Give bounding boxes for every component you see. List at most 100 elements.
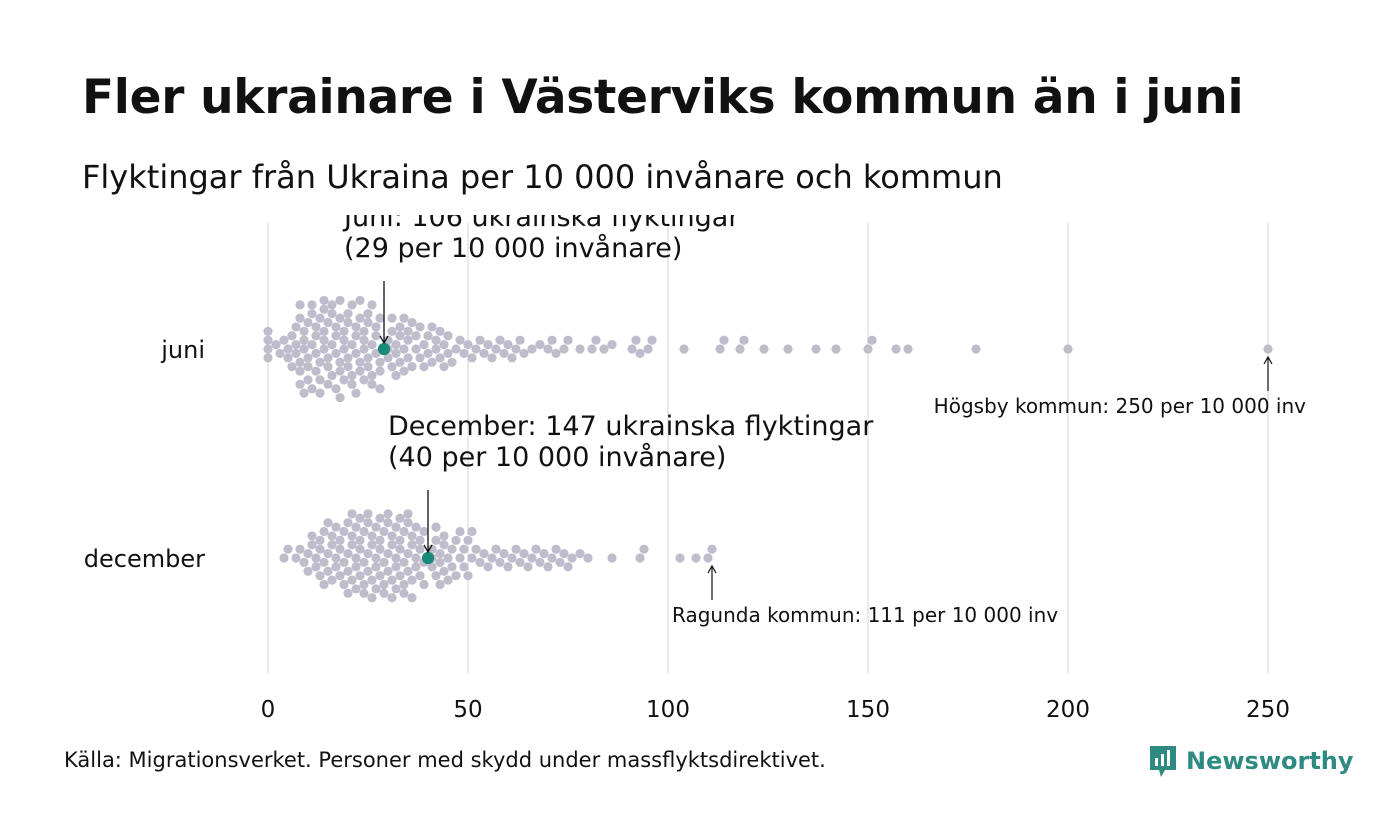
data-point <box>323 353 333 363</box>
data-point <box>387 540 397 550</box>
data-point <box>355 313 365 323</box>
data-point <box>323 317 333 328</box>
data-point <box>343 566 353 576</box>
data-point <box>331 562 341 572</box>
data-point <box>439 540 449 550</box>
data-point <box>971 344 981 354</box>
data-point <box>431 344 441 354</box>
data-point <box>371 584 381 594</box>
data-point <box>419 526 429 537</box>
data-point <box>283 344 293 354</box>
data-point <box>363 317 373 328</box>
data-point <box>343 588 353 598</box>
data-point <box>519 348 529 359</box>
data-point <box>351 348 361 359</box>
data-point <box>395 544 405 554</box>
data-point <box>575 344 585 354</box>
newsworthy-logo-icon <box>1150 746 1176 777</box>
data-point <box>375 313 385 323</box>
data-point <box>379 588 389 598</box>
data-point <box>503 562 513 572</box>
brand-name: Newsworthy <box>1186 747 1354 775</box>
data-point <box>331 348 341 359</box>
data-point <box>403 509 413 519</box>
data-point <box>359 588 369 598</box>
data-point <box>275 348 285 359</box>
data-point <box>295 300 305 310</box>
data-point <box>411 562 421 572</box>
data-point <box>291 553 301 563</box>
data-point <box>331 384 341 394</box>
data-point <box>395 331 405 341</box>
data-point <box>399 588 409 598</box>
highlight-label: December: 147 ukrainska flyktingar <box>388 411 874 442</box>
data-point <box>291 348 301 359</box>
data-point <box>287 331 297 341</box>
data-point <box>407 593 417 603</box>
data-point <box>343 518 353 528</box>
data-point <box>435 353 445 363</box>
data-point <box>379 557 389 568</box>
data-point <box>347 339 357 350</box>
x-tick-label: 0 <box>261 697 276 723</box>
data-point <box>467 553 477 563</box>
data-point <box>355 357 365 367</box>
data-point <box>543 344 553 354</box>
data-point <box>315 535 325 545</box>
data-point <box>315 544 325 554</box>
data-point <box>387 531 397 541</box>
data-point <box>291 339 301 350</box>
data-point <box>359 344 369 354</box>
data-point <box>463 339 473 350</box>
data-point <box>355 571 365 581</box>
data-point <box>391 553 401 563</box>
data-point <box>315 388 325 398</box>
data-point <box>295 366 305 376</box>
data-point <box>339 344 349 354</box>
data-point <box>455 335 465 345</box>
data-point <box>431 571 441 581</box>
data-point <box>287 362 297 372</box>
data-point <box>335 366 345 376</box>
data-point <box>283 544 293 554</box>
data-point <box>403 335 413 345</box>
data-point <box>735 344 745 354</box>
data-point <box>323 548 333 559</box>
data-point <box>399 313 409 323</box>
data-point <box>351 553 361 563</box>
data-point <box>343 353 353 363</box>
data-point <box>379 526 389 537</box>
data-point <box>547 553 557 563</box>
data-point <box>563 562 573 572</box>
data-point <box>387 313 397 323</box>
data-point <box>451 571 461 581</box>
data-point <box>363 509 373 519</box>
data-point <box>483 562 493 572</box>
data-point <box>339 335 349 345</box>
data-point <box>307 531 317 541</box>
data-point <box>363 518 373 528</box>
data-point <box>319 304 329 314</box>
data-point <box>319 526 329 537</box>
data-point <box>391 339 401 350</box>
data-point <box>703 553 713 563</box>
data-point <box>439 566 449 576</box>
data-point <box>335 571 345 581</box>
data-point <box>519 548 529 559</box>
data-point <box>403 548 413 559</box>
data-point <box>343 548 353 559</box>
data-point <box>299 335 309 345</box>
x-tick-label: 150 <box>846 697 890 723</box>
data-point <box>367 575 377 585</box>
data-point <box>351 562 361 572</box>
data-point <box>363 548 373 559</box>
data-point <box>347 540 357 550</box>
data-point <box>403 326 413 336</box>
data-point <box>315 571 325 581</box>
data-point <box>303 362 313 372</box>
data-point <box>327 339 337 350</box>
outlier-arrow-head <box>707 564 717 574</box>
data-point <box>583 553 593 563</box>
data-point <box>427 544 437 554</box>
data-point <box>867 335 877 345</box>
